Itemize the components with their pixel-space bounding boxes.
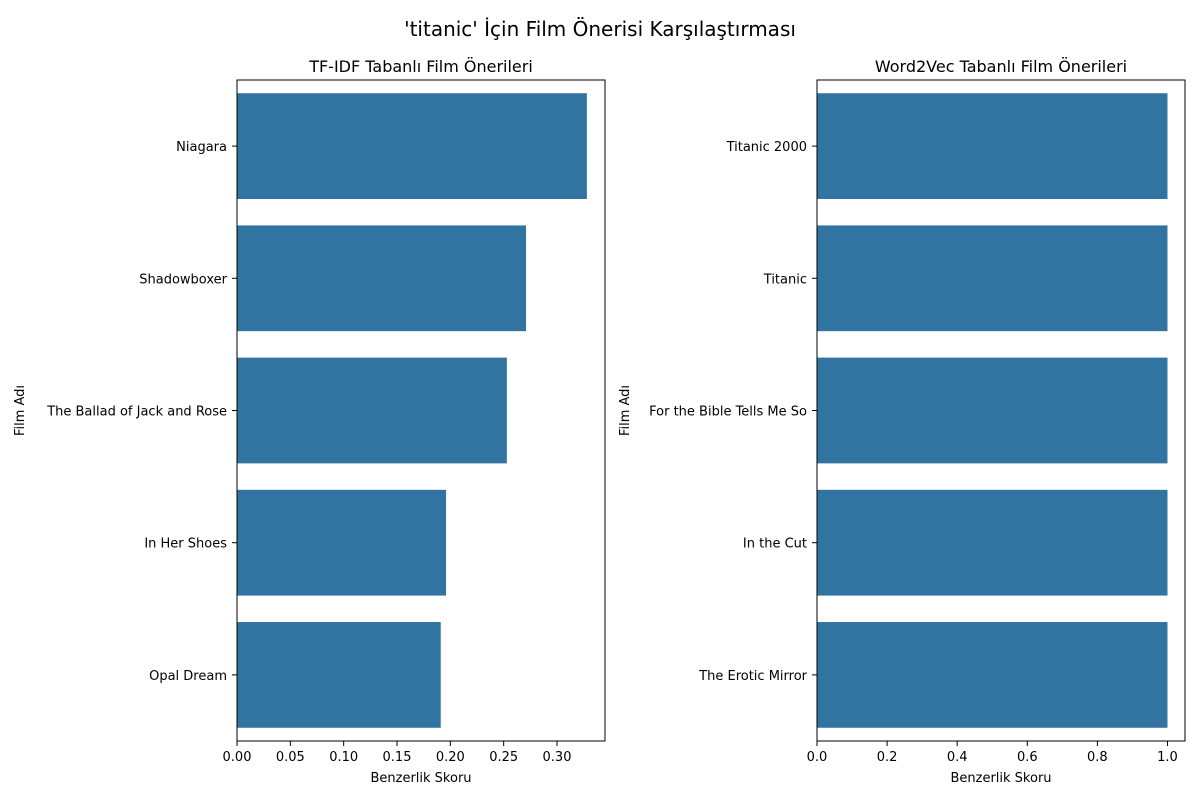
word2vec-xtick-label: 0.4: [947, 750, 968, 765]
tfidf-chart-title: TF-IDF Tabanlı Film Önerileri: [308, 57, 533, 76]
tfidf-ytick-label: Opal Dream: [149, 669, 227, 684]
word2vec-y-axis-label: Film Adı: [618, 385, 633, 436]
word2vec-ytick-label: The Erotic Mirror: [698, 669, 807, 684]
word2vec-xtick-label: 0.2: [877, 750, 898, 765]
word2vec-axes-frame: [816, 79, 1186, 742]
tfidf-axes-frame: [236, 79, 606, 742]
word2vec-ytick-label: In the Cut: [743, 537, 807, 552]
word2vec-chart-panel: Titanic 2000 Titanic For the Bible Tells M…: [618, 57, 1186, 786]
tfidf-x-axis-label: Benzerlik Skoru: [370, 771, 471, 786]
word2vec-bar-titanic: [817, 225, 1168, 332]
tfidf-chart-panel: Niagara Shadowboxer The Ballad of Jack and…: [13, 57, 606, 786]
tfidf-xtick-label: 0.25: [489, 750, 518, 765]
tfidf-xtick-label: 0.30: [543, 750, 572, 765]
word2vec-xtick-label: 1.0: [1157, 750, 1178, 765]
tfidf-ytick-label: Niagara: [176, 140, 227, 155]
word2vec-bar-the-erotic-mirror: [817, 622, 1168, 728]
tfidf-bar-in-her-shoes: [237, 489, 447, 596]
tfidf-xtick-label: 0.20: [436, 750, 465, 765]
figure-suptitle: 'titanic' İçin Film Önerisi Karşılaştırm…: [404, 17, 796, 41]
tfidf-xtick-label: 0.05: [276, 750, 305, 765]
tfidf-bar-the-ballad-of-jack-and-rose: [237, 357, 507, 464]
word2vec-ytick-label: Titanic 2000: [726, 140, 807, 155]
tfidf-ytick-label: The Ballad of Jack and Rose: [46, 405, 227, 420]
tfidf-bar-niagara: [237, 93, 587, 199]
word2vec-bar-for-the-bible-tells-me-so: [817, 357, 1168, 464]
word2vec-xtick-label: 0.6: [1017, 750, 1038, 765]
word2vec-x-axis-label: Benzerlik Skoru: [950, 771, 1051, 786]
tfidf-xtick-label: 0.00: [223, 750, 252, 765]
word2vec-ytick-label: For the Bible Tells Me So: [649, 405, 807, 420]
word2vec-bar-titanic-2000: [817, 93, 1168, 199]
tfidf-ytick-label: In Her Shoes: [144, 537, 227, 552]
word2vec-xtick-label: 0.0: [807, 750, 828, 765]
tfidf-xtick-label: 0.15: [383, 750, 412, 765]
word2vec-ytick-label: Titanic: [763, 272, 807, 287]
word2vec-xtick-label: 0.8: [1087, 750, 1108, 765]
tfidf-ytick-label: Shadowboxer: [139, 272, 227, 287]
tfidf-bar-opal-dream: [237, 622, 441, 728]
tfidf-y-axis-label: Film Adı: [13, 385, 28, 436]
word2vec-bar-in-the-cut: [817, 489, 1168, 596]
tfidf-xtick-label: 0.10: [329, 750, 358, 765]
tfidf-bar-shadowboxer: [237, 225, 527, 332]
word2vec-chart-title: Word2Vec Tabanlı Film Önerileri: [875, 57, 1127, 76]
